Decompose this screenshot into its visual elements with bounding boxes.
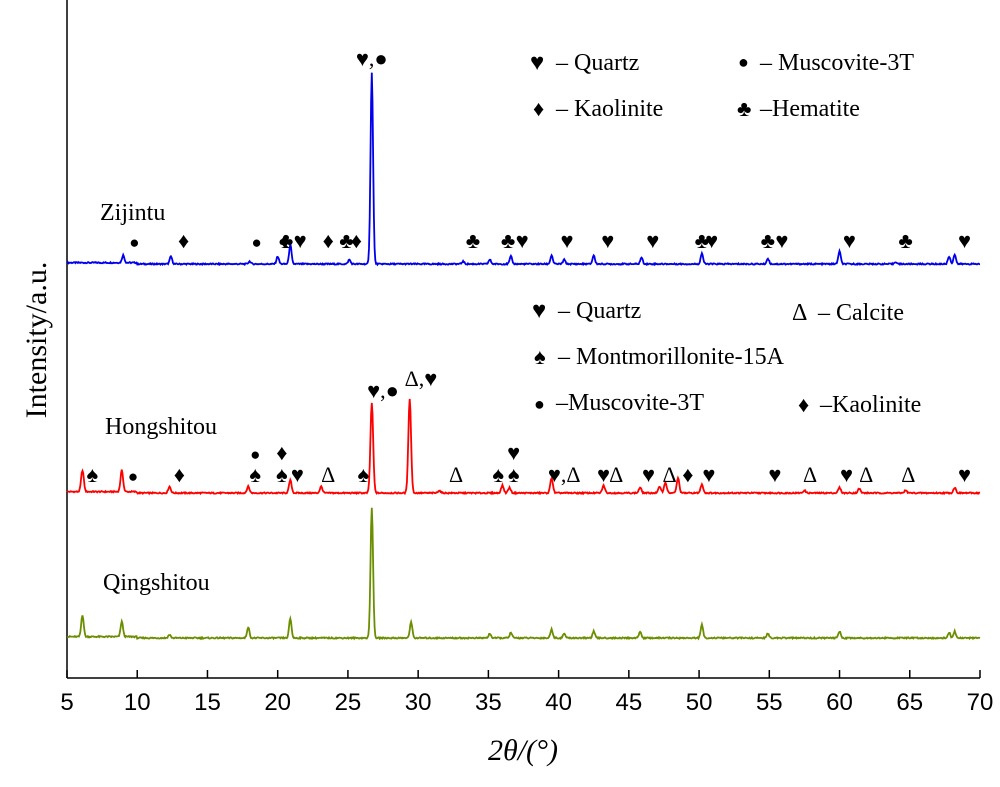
phase-marker-hongshitou: Δ (859, 462, 873, 487)
phase-marker-zijintu: ♥ (294, 228, 307, 253)
legend-symbol-montmorillonite: ♠ (534, 344, 546, 369)
phase-marker-hongshitou: Δ (321, 462, 335, 487)
legend-text-montmorillonite: – Montmorillonite-15A (557, 344, 785, 370)
phase-marker-hongshitou: ♠ (492, 462, 504, 487)
x-tick-label: 35 (475, 689, 502, 716)
phase-marker-hongshitou: ♥ (702, 462, 715, 487)
phase-marker-zijintu: ♣ (466, 228, 480, 253)
phase-marker-hongshitou: ♦ (174, 462, 185, 487)
x-tick-label: 50 (686, 689, 713, 716)
x-tick-label: 65 (896, 689, 923, 716)
phase-marker-zijintu: ♣ (695, 228, 709, 253)
phase-marker-hongshitou: Δ (901, 462, 915, 487)
phase-marker-hongshitou: ♥ (958, 462, 971, 487)
hongshitou-legend: ♥ – Quartz Δ – Calcite ♠ – Montmorilloni… (532, 298, 921, 418)
x-tick-label: 70 (967, 689, 994, 716)
x-tick-label: 40 (545, 689, 572, 716)
y-axis-label: Intensity/a.u. (20, 262, 53, 419)
phase-marker-hongshitou: ♥,● (367, 378, 399, 403)
phase-marker-zijintu: ♣ (339, 228, 353, 253)
phase-marker-hongshitou: ♠ (276, 462, 288, 487)
phase-marker-hongshitou: ♥ (642, 462, 655, 487)
legend-symbol-quartz: ♥ (532, 298, 546, 324)
series-line-hongshitou (66, 398, 981, 496)
phase-marker-hongshitou: Δ (663, 462, 677, 487)
phase-marker-hongshitou: ● (128, 467, 138, 486)
series-line-zijintu (66, 72, 981, 267)
legend-text-muscovite: – Muscovite-3T (759, 50, 914, 76)
x-axis-label: 2θ/(°) (488, 734, 558, 767)
phase-marker-zijintu: ● (251, 233, 261, 252)
x-tick-label: 45 (615, 689, 642, 716)
phase-marker-zijintu: ♣ (761, 228, 775, 253)
phase-marker-zijintu: ♥ (843, 228, 856, 253)
phase-marker-zijintu: ♥ (646, 228, 659, 253)
x-tick-label: 55 (756, 689, 783, 716)
phase-markers: ● ♦ ● ♦♣ ♥ ♦ ♣♦♥,●♣ ♣ ♥ ♥ ♥ ♥ ♣♥ ♣ ♥ ♥ ♣ ♥♠ ● ♦ ♠●♠♦♥ Δ ♠♥,● Δ,… (86, 46, 971, 487)
phase-marker-hongshitou: Δ (803, 462, 817, 487)
phase-marker-hongshitou: ♠ (358, 462, 370, 487)
phase-marker-hongshitou: ♠ (249, 462, 261, 487)
phase-marker-hongshitou: ♠ (86, 462, 98, 487)
x-tick-label: 30 (405, 689, 432, 716)
phase-marker-hongshitou: ♥,Δ (548, 462, 581, 487)
legend-symbol-muscovite: ● (534, 394, 545, 414)
x-tick-label: 5 (60, 689, 73, 716)
x-tick-label: 25 (335, 689, 362, 716)
x-ticks: 5 10 15 20 25 30 35 40 45 50 55 60 65 70 (60, 670, 993, 716)
series-label-qingshitou: Qingshitou (103, 570, 210, 596)
phase-marker-zijintu: ♥ (775, 228, 788, 253)
series-label-hongshitou: Hongshitou (105, 414, 217, 440)
phase-marker-zijintu: ♥ (958, 228, 971, 253)
phase-marker-zijintu: ♦ (279, 228, 290, 253)
legend-symbol-kaolinite: ♦ (533, 96, 544, 121)
legend-symbol-hematite: ♣ (737, 96, 751, 121)
legend-symbol-muscovite: ● (738, 52, 749, 72)
legend-symbol-kaolinite: ♦ (798, 392, 809, 417)
x-tick-label: 15 (194, 689, 221, 716)
legend-text-kaolinite: – Kaolinite (555, 96, 663, 122)
x-tick-label: 10 (124, 689, 151, 716)
phase-marker-zijintu: ♦ (351, 228, 362, 253)
phase-marker-zijintu: ♣ (279, 228, 293, 253)
phase-marker-hongshitou: ● (250, 445, 260, 464)
phase-marker-zijintu: ● (129, 233, 139, 252)
legend-text-muscovite: –Muscovite-3T (555, 390, 704, 416)
phase-marker-hongshitou: Δ (609, 462, 623, 487)
series-label-zijintu: Zijintu (100, 200, 165, 226)
phase-marker-zijintu: ♥ (561, 228, 574, 253)
phase-marker-zijintu: ♥ (705, 228, 718, 253)
legend-symbol-quartz: ♥ (530, 50, 544, 76)
phase-marker-hongshitou: ♥ (768, 462, 781, 487)
phase-marker-hongshitou: Δ (449, 462, 463, 487)
phase-marker-zijintu: ♥,● (356, 46, 388, 71)
zijintu-legend: ♥ – Quartz ● – Muscovite-3T ♦ – Kaolinit… (530, 50, 914, 122)
phase-marker-zijintu: ♥ (601, 228, 614, 253)
phase-marker-zijintu: ♣ (501, 228, 515, 253)
phase-marker-zijintu: ♥ (516, 228, 529, 253)
phase-marker-hongshitou: ♥ (291, 462, 304, 487)
phase-marker-zijintu: ♦ (178, 228, 189, 253)
phase-marker-hongshitou: ♠ (508, 462, 520, 487)
phase-marker-zijintu: ♣ (898, 228, 912, 253)
legend-text-kaolinite: –Kaolinite (819, 392, 921, 418)
x-tick-label: 60 (826, 689, 853, 716)
legend-text-quartz: – Quartz (557, 298, 641, 324)
phase-marker-hongshitou: ♥ (597, 462, 610, 487)
legend-text-calcite: – Calcite (817, 300, 904, 326)
series-line-qingshitou (66, 507, 981, 641)
phase-marker-hongshitou: ♥ (507, 440, 520, 465)
legend-text-hematite: –Hematite (759, 96, 860, 122)
phase-marker-hongshitou: ♦ (276, 440, 287, 465)
phase-marker-zijintu: ♦ (323, 228, 334, 253)
phase-marker-hongshitou: ♦ (682, 462, 693, 487)
x-tick-label: 20 (264, 689, 291, 716)
phase-marker-hongshitou: ♥ (840, 462, 853, 487)
phase-marker-hongshitou: Δ,♥ (405, 366, 438, 391)
legend-symbol-calcite: Δ (792, 300, 807, 326)
legend-text-quartz: – Quartz (555, 50, 639, 76)
